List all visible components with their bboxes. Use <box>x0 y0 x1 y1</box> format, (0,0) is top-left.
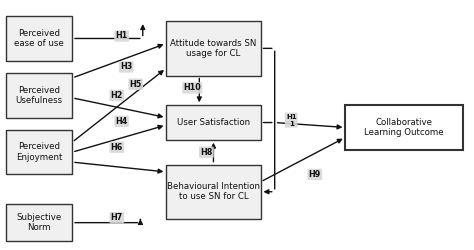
Text: H2: H2 <box>110 91 123 100</box>
Text: Collaborative
Learning Outcome: Collaborative Learning Outcome <box>365 118 444 137</box>
Text: Perceived
Enjoyment: Perceived Enjoyment <box>16 142 62 162</box>
Text: H3: H3 <box>120 62 132 72</box>
Text: Subjective
Norm: Subjective Norm <box>17 213 62 232</box>
Text: H4: H4 <box>116 117 128 126</box>
Text: Perceived
ease of use: Perceived ease of use <box>14 29 64 48</box>
Text: Behavioural Intention
to use SN for CL: Behavioural Intention to use SN for CL <box>167 182 260 202</box>
FancyBboxPatch shape <box>6 204 72 241</box>
Text: Perceived
Usefulness: Perceived Usefulness <box>16 86 63 105</box>
FancyBboxPatch shape <box>346 105 463 150</box>
Text: H7: H7 <box>111 213 123 222</box>
Text: H8: H8 <box>200 148 212 157</box>
FancyBboxPatch shape <box>6 130 72 174</box>
Text: H9: H9 <box>309 170 321 179</box>
FancyBboxPatch shape <box>6 73 72 118</box>
Text: H5: H5 <box>129 80 142 89</box>
Text: H6: H6 <box>111 143 123 152</box>
Text: H10: H10 <box>183 84 201 92</box>
Text: User Satisfaction: User Satisfaction <box>177 118 250 127</box>
FancyBboxPatch shape <box>166 105 261 140</box>
Text: H1
1: H1 1 <box>286 114 297 126</box>
Text: Attitude towards SN
usage for CL: Attitude towards SN usage for CL <box>170 39 256 58</box>
FancyBboxPatch shape <box>166 21 261 76</box>
FancyBboxPatch shape <box>6 16 72 61</box>
FancyBboxPatch shape <box>166 164 261 219</box>
Text: H1: H1 <box>116 32 128 40</box>
